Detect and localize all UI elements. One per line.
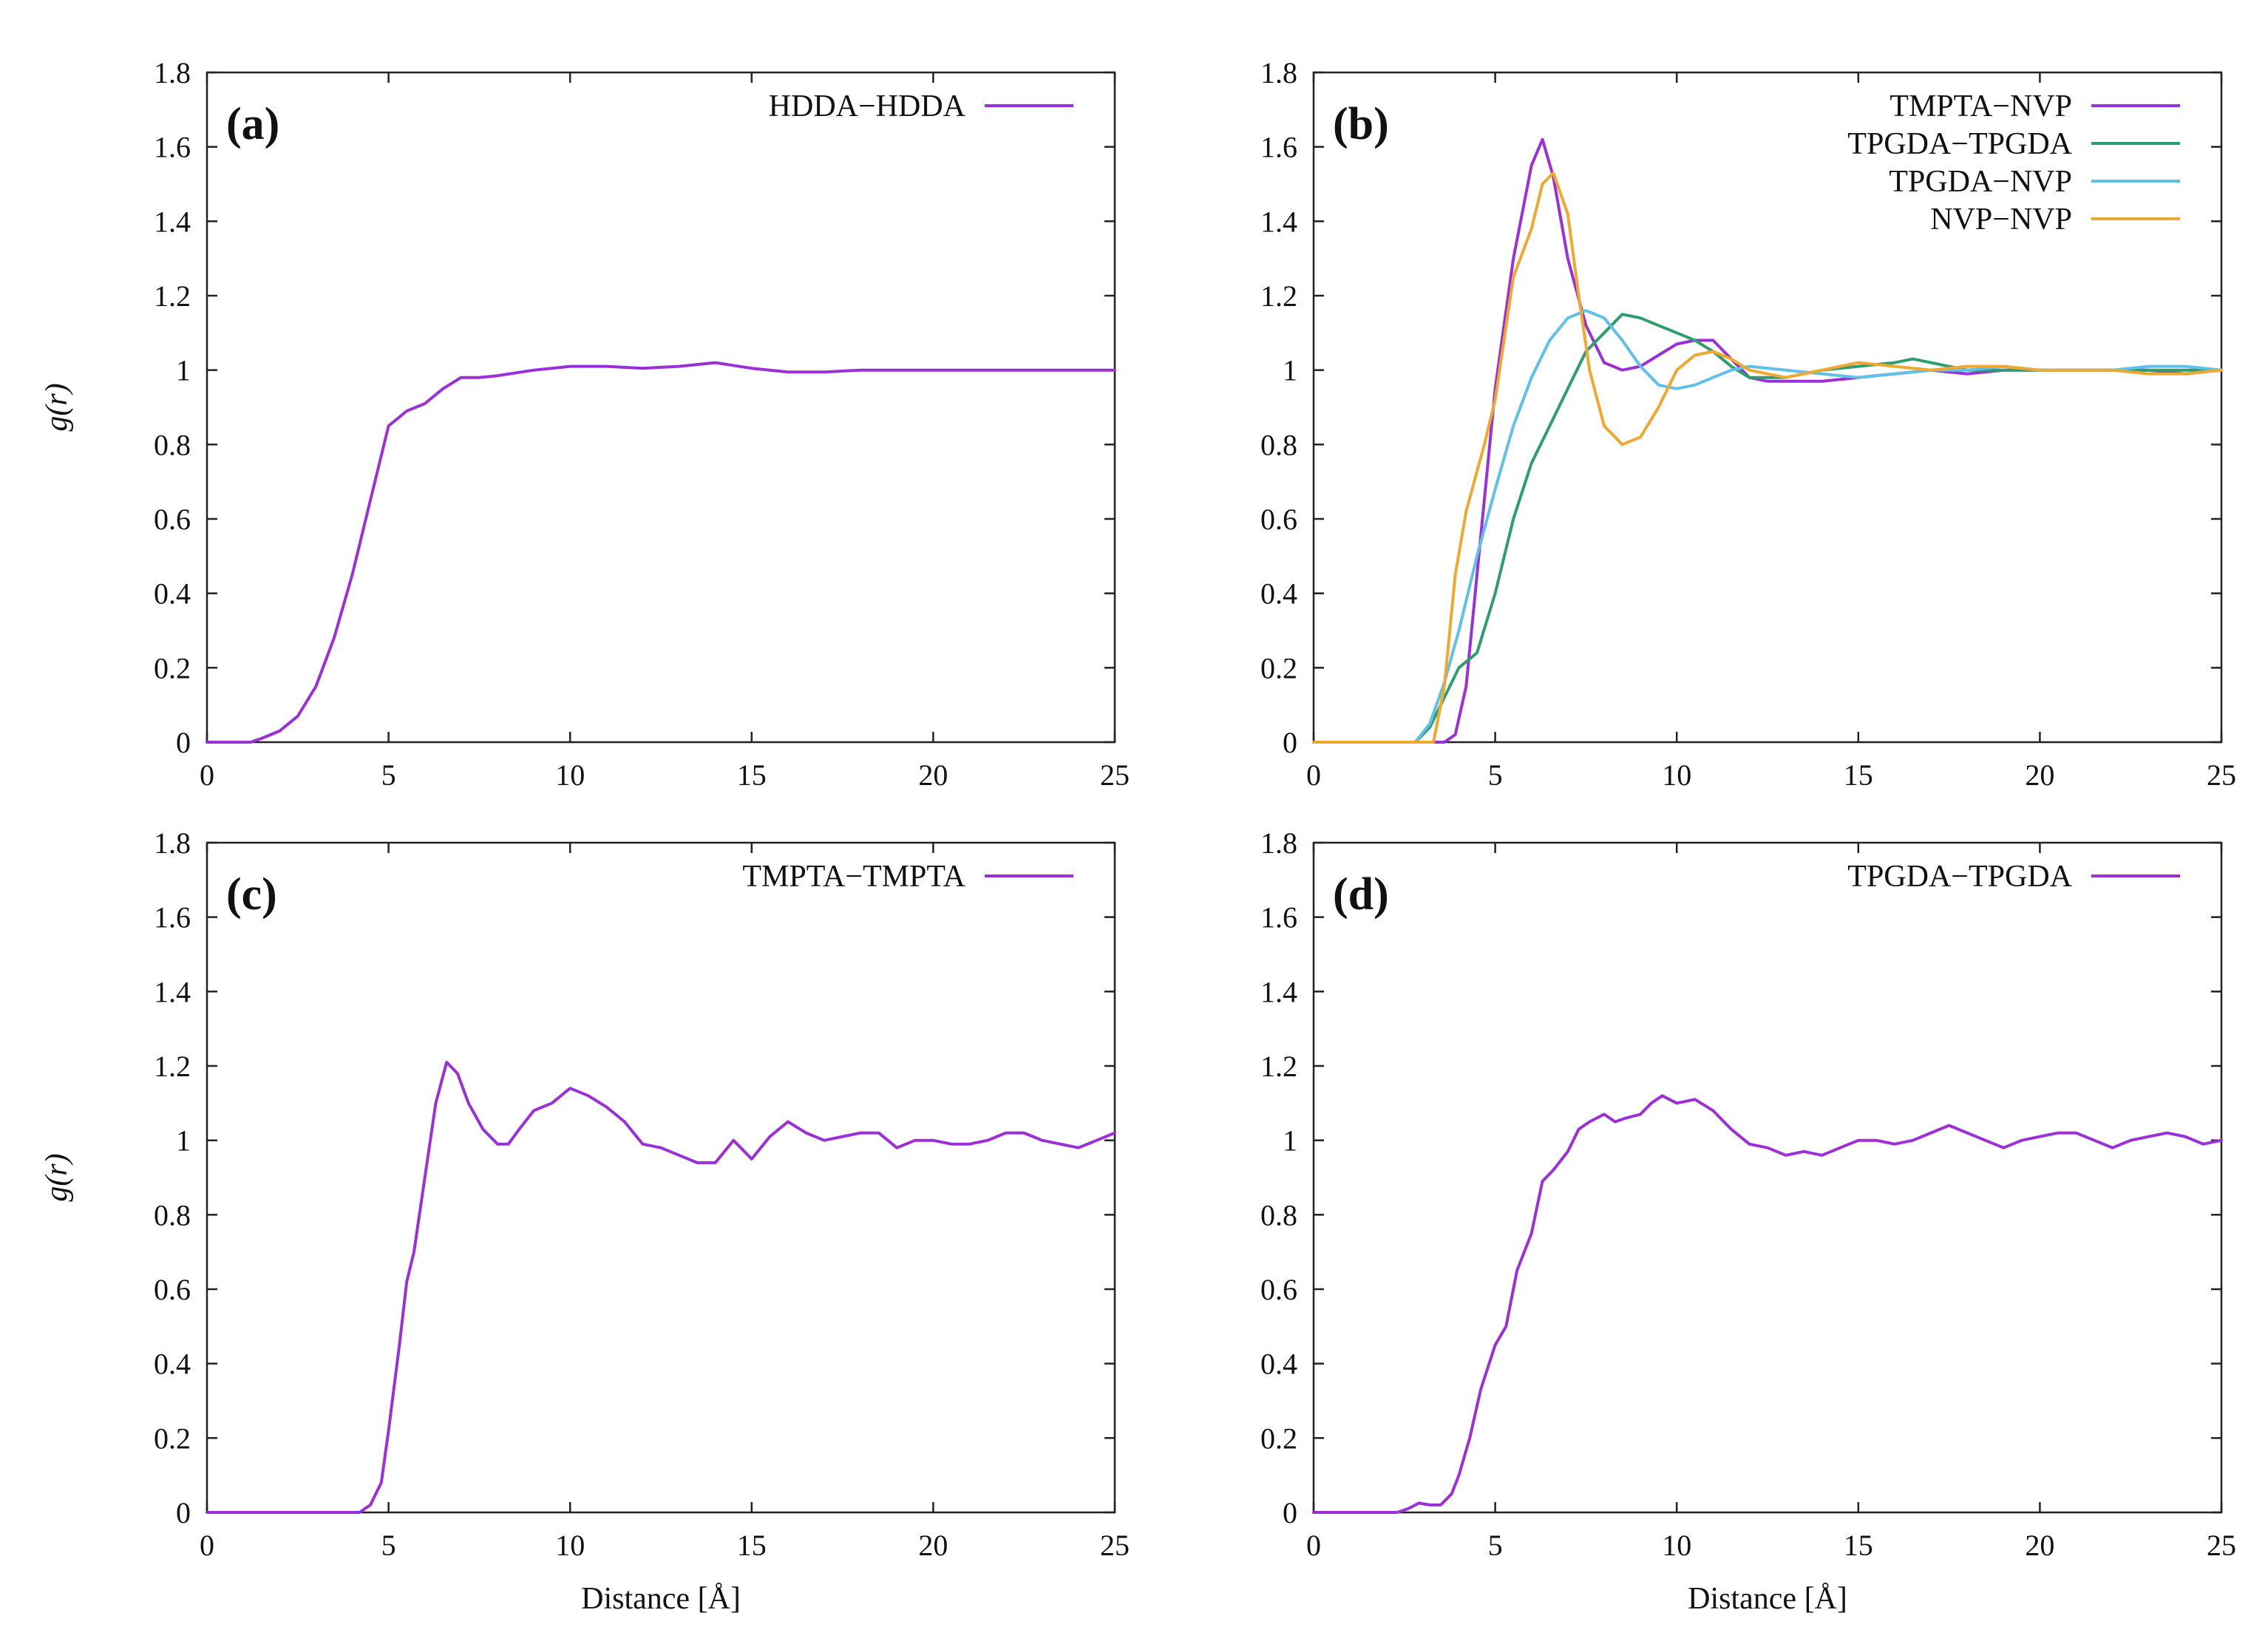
panel-letter: (a) bbox=[226, 99, 279, 149]
legend-label: HDDA−HDDA bbox=[769, 89, 966, 123]
x-tick-label: 20 bbox=[2025, 758, 2054, 792]
x-tick-label: 15 bbox=[1844, 1529, 1873, 1562]
x-tick-label: 5 bbox=[1488, 1529, 1503, 1562]
x-tick-label: 5 bbox=[381, 758, 396, 792]
y-tick-label: 1.2 bbox=[1260, 279, 1297, 313]
y-tick-label: 0.2 bbox=[154, 1421, 191, 1455]
y-axis-title: g(r) bbox=[40, 383, 74, 431]
y-tick-label: 1.8 bbox=[1260, 826, 1297, 860]
y-tick-label: 1.8 bbox=[1260, 56, 1297, 89]
panel-c: 0 0.2 0.4 0.6 0.8 1 1.2 1.4 1.6 1.8 0 5 10 15 20 25 g(r)… bbox=[40, 826, 1130, 1616]
y-tick-label: 1 bbox=[1283, 354, 1297, 387]
y-tick-label: 1.2 bbox=[154, 279, 191, 313]
y-tick-label: 0.2 bbox=[1260, 651, 1297, 685]
x-tick-label: 10 bbox=[1662, 758, 1691, 792]
y-tick-label: 0.6 bbox=[154, 1273, 191, 1306]
x-tick-label: 0 bbox=[200, 1529, 214, 1562]
x-tick-label: 15 bbox=[1844, 758, 1873, 792]
panel-a: 0 0.2 0.4 0.6 0.8 1 1.2 1.4 1.6 1.8 0 5 10 15 20 25 g(r)… bbox=[40, 56, 1130, 792]
y-tick-label: 1.6 bbox=[154, 901, 191, 934]
y-tick-label: 0.6 bbox=[1260, 503, 1297, 536]
x-tick-label: 15 bbox=[737, 758, 767, 792]
x-tick-label: 0 bbox=[1306, 758, 1321, 792]
x-tick-label: 25 bbox=[2207, 1529, 2236, 1562]
x-tick-label: 25 bbox=[1100, 1529, 1130, 1562]
plot-frame bbox=[206, 71, 1116, 744]
y-tick-label: 1 bbox=[176, 354, 191, 387]
y-tick-label: 0.4 bbox=[1260, 577, 1297, 611]
legend-label: TPGDA−NVP bbox=[1889, 165, 2072, 199]
series-line-tmpta-nvp bbox=[1312, 137, 2223, 744]
panel-letter: (d) bbox=[1333, 869, 1389, 920]
y-tick-label: 1.6 bbox=[1260, 901, 1297, 934]
y-tick-label: 1.2 bbox=[1260, 1050, 1297, 1083]
y-tick-label: 1 bbox=[1283, 1124, 1297, 1158]
x-tick-label: 0 bbox=[200, 758, 214, 792]
legend-label: TPGDA−TPGDA bbox=[1847, 860, 2072, 894]
y-tick-label: 1.4 bbox=[1260, 975, 1297, 1008]
y-tick-label: 1 bbox=[176, 1124, 191, 1158]
y-tick-label: 0.8 bbox=[1260, 428, 1297, 461]
y-tick-label: 0 bbox=[176, 1496, 191, 1529]
y-tick-label: 1.8 bbox=[154, 56, 191, 89]
x-tick-label: 10 bbox=[555, 758, 585, 792]
plot-frame bbox=[1312, 71, 2223, 744]
y-tick-label: 0.4 bbox=[154, 1348, 191, 1381]
x-tick-label: 25 bbox=[2207, 758, 2236, 792]
panel-letter: (b) bbox=[1333, 99, 1389, 149]
series-line-tpgda-tpgda bbox=[1312, 1094, 2223, 1514]
y-tick-label: 0.4 bbox=[1260, 1348, 1297, 1381]
y-tick-label: 0 bbox=[1283, 1496, 1297, 1529]
x-tick-label: 25 bbox=[1100, 758, 1130, 792]
panel-b: 0 0.2 0.4 0.6 0.8 1 1.2 1.4 1.6 1.8 0 5 10 15 20 25 (b) T… bbox=[1260, 56, 2236, 792]
panel-letter: (c) bbox=[226, 869, 277, 920]
legend-label: TMPTA−NVP bbox=[1890, 89, 2072, 123]
legend-label: NVP−NVP bbox=[1930, 203, 2072, 237]
series-line-hdda-hdda bbox=[206, 361, 1116, 744]
x-tick-label: 5 bbox=[381, 1529, 396, 1562]
y-tick-label: 1.6 bbox=[1260, 131, 1297, 164]
x-tick-label: 10 bbox=[555, 1529, 585, 1562]
y-tick-label: 0.6 bbox=[1260, 1273, 1297, 1306]
series-line-nvp-nvp bbox=[1312, 171, 2223, 744]
y-tick-label: 0 bbox=[176, 726, 191, 759]
plot-frame bbox=[1312, 841, 2223, 1514]
y-tick-label: 0 bbox=[1283, 726, 1297, 759]
y-axis-title: g(r) bbox=[40, 1153, 74, 1201]
x-tick-label: 10 bbox=[1662, 1529, 1691, 1562]
series-line-tmpta-tmpta bbox=[206, 1061, 1116, 1514]
y-tick-label: 0.6 bbox=[154, 503, 191, 536]
series-line-tpgda-tpgda bbox=[1312, 313, 2223, 744]
legend-label: TMPTA−TMPTA bbox=[742, 860, 965, 894]
panel-d: 0 0.2 0.4 0.6 0.8 1 1.2 1.4 1.6 1.8 0 5 10 15 20 25 Dist… bbox=[1260, 826, 2236, 1616]
y-tick-label: 0.4 bbox=[154, 577, 191, 611]
x-tick-label: 0 bbox=[1306, 1529, 1321, 1562]
x-tick-label: 20 bbox=[918, 1529, 948, 1562]
y-tick-label: 0.8 bbox=[1260, 1198, 1297, 1232]
y-tick-label: 1.2 bbox=[154, 1050, 191, 1083]
y-tick-label: 0.2 bbox=[154, 651, 191, 685]
x-axis-title: Distance [Å] bbox=[581, 1582, 741, 1616]
y-tick-label: 1.4 bbox=[154, 975, 191, 1008]
y-tick-label: 1.8 bbox=[154, 826, 191, 860]
legend-label: TPGDA−TPGDA bbox=[1847, 127, 2072, 161]
x-axis-title: Distance [Å] bbox=[1688, 1582, 1847, 1616]
x-tick-label: 15 bbox=[737, 1529, 767, 1562]
y-tick-label: 1.4 bbox=[154, 205, 191, 238]
y-tick-label: 1.6 bbox=[154, 131, 191, 164]
x-tick-label: 20 bbox=[2025, 1529, 2054, 1562]
plot-frame bbox=[206, 841, 1116, 1514]
y-tick-label: 0.8 bbox=[154, 428, 191, 461]
y-tick-label: 1.4 bbox=[1260, 205, 1297, 238]
x-tick-label: 5 bbox=[1488, 758, 1503, 792]
y-tick-label: 0.8 bbox=[154, 1198, 191, 1232]
y-tick-label: 0.2 bbox=[1260, 1421, 1297, 1455]
x-tick-label: 20 bbox=[918, 758, 948, 792]
